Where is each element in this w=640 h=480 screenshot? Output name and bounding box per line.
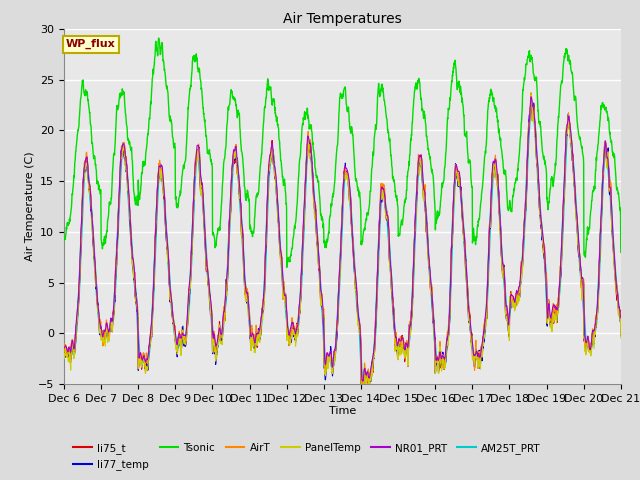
AirT (365, 387, 373, 393)
li75_t (617, 332, 625, 338)
PanelTemp (568, 147, 576, 153)
NR01_PRT (216, 326, 223, 332)
Line: PanelTemp: PanelTemp (64, 95, 621, 395)
li77_temp (504, 327, 512, 333)
NR01_PRT (371, 338, 379, 344)
NR01_PRT (359, 378, 367, 384)
AirT (504, 319, 512, 324)
PanelTemp (216, 330, 223, 336)
li75_t (216, 324, 223, 330)
PanelTemp (371, 345, 379, 351)
AirT (584, 334, 591, 340)
li77_temp (60, 344, 68, 350)
PanelTemp (584, 336, 591, 342)
li75_t (527, 95, 535, 101)
AirT (568, 141, 576, 146)
li75_t (60, 348, 68, 353)
AM25T_PRT (584, 343, 591, 348)
AM25T_PRT (528, 104, 536, 110)
AirT (358, 385, 366, 391)
Line: li77_temp: li77_temp (64, 98, 621, 392)
li77_temp (584, 339, 591, 345)
Line: NR01_PRT: NR01_PRT (64, 97, 621, 381)
AirT (216, 324, 223, 330)
li75_t (371, 347, 379, 352)
li75_t (359, 387, 367, 393)
Line: AirT: AirT (64, 93, 621, 390)
NR01_PRT (584, 334, 591, 340)
NR01_PRT (568, 143, 576, 149)
AirT (617, 331, 625, 337)
Tsonic (371, 129, 379, 135)
AirT (60, 340, 68, 346)
NR01_PRT (358, 377, 366, 383)
li77_temp (358, 389, 366, 395)
PanelTemp (359, 389, 367, 395)
Tsonic (617, 250, 625, 255)
Tsonic (216, 224, 223, 230)
PanelTemp (617, 335, 625, 341)
AM25T_PRT (371, 340, 379, 346)
AM25T_PRT (504, 319, 512, 325)
AirT (371, 336, 379, 342)
NR01_PRT (617, 315, 625, 321)
PanelTemp (504, 327, 512, 333)
NR01_PRT (527, 94, 535, 100)
li77_temp (371, 341, 379, 347)
Tsonic (60, 233, 68, 239)
Tsonic (584, 224, 591, 230)
Legend: li75_t, li77_temp, Tsonic, AirT, PanelTemp, NR01_PRT, AM25T_PRT: li75_t, li77_temp, Tsonic, AirT, PanelTe… (69, 439, 545, 474)
li77_temp (617, 332, 625, 338)
AirT (527, 90, 535, 96)
PanelTemp (60, 350, 68, 356)
NR01_PRT (504, 319, 512, 324)
Tsonic (283, 264, 291, 270)
Line: li75_t: li75_t (64, 98, 621, 395)
PanelTemp (527, 92, 535, 97)
li75_t (504, 327, 512, 333)
li77_temp (216, 333, 223, 338)
AM25T_PRT (359, 384, 367, 390)
AM25T_PRT (60, 348, 68, 354)
Line: Tsonic: Tsonic (64, 38, 621, 267)
Tsonic (505, 206, 513, 212)
li77_temp (359, 387, 367, 393)
li77_temp (527, 95, 535, 101)
li77_temp (568, 149, 576, 155)
AM25T_PRT (216, 334, 223, 339)
AM25T_PRT (617, 317, 625, 323)
li75_t (584, 336, 591, 341)
Text: WP_flux: WP_flux (66, 39, 116, 49)
AM25T_PRT (568, 149, 576, 155)
li75_t (358, 392, 366, 397)
Title: Air Temperatures: Air Temperatures (283, 12, 402, 26)
X-axis label: Time: Time (329, 407, 356, 417)
li75_t (568, 147, 576, 153)
Tsonic (155, 35, 163, 41)
Y-axis label: Air Temperature (C): Air Temperature (C) (25, 152, 35, 261)
Line: AM25T_PRT: AM25T_PRT (64, 107, 621, 387)
Tsonic (359, 233, 367, 239)
NR01_PRT (60, 345, 68, 351)
Tsonic (568, 71, 576, 76)
PanelTemp (358, 392, 366, 398)
AM25T_PRT (358, 381, 366, 387)
